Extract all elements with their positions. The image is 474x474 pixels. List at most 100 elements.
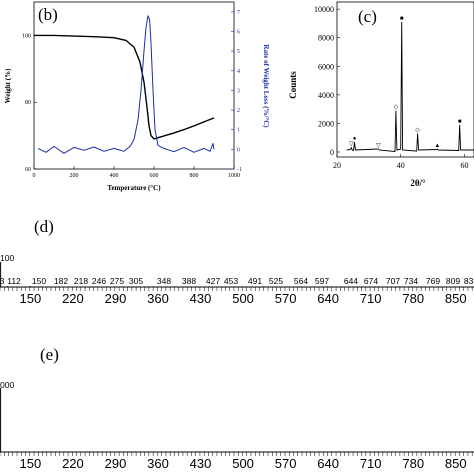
panel-d-x-axis: 150 220 290 360 430 500 570 640 710 780 850 (0, 287, 473, 306)
panel-d-peak-label: 525 (269, 276, 283, 286)
xrd-peak-marker: ◇ (394, 105, 399, 111)
panel-d-peak-label: 674 (364, 276, 378, 286)
panel-b-plot-frame (33, 1, 235, 170)
panel-d-x-tick-label: 430 (190, 291, 212, 306)
panel-d-peak-label: 427 (206, 276, 220, 286)
panel-e-x-tick-label: 220 (62, 456, 84, 471)
panel-b-y-right-tick-label: 7 (237, 10, 240, 16)
xrd-peak-marker: ● (353, 136, 357, 142)
panel-e-x-tick-label: 640 (317, 456, 339, 471)
xrd-peak-marker: ▲ (434, 143, 440, 149)
panel-d-peak-label: 734 (404, 276, 418, 286)
panel-e-top-label: 000 (0, 380, 14, 390)
panel-b-y-right-tick-label: 5 (237, 49, 240, 55)
panel-d-x-tick-label: 640 (317, 291, 339, 306)
weight-loss-rate-curve (37, 15, 215, 154)
panel-c-x-tick-label: 20 (333, 161, 341, 170)
panel-d-peak-labels: 3 112 150 182 218 246 275 305 348 388 427 453 491 525… (0, 276, 474, 286)
xrd-peak-marker: ◇ (415, 127, 420, 133)
panel-d-peak-label: 707 (386, 276, 400, 286)
panel-b-y-right-tick-label: 2 (237, 108, 240, 114)
panel-b-series (34, 15, 215, 154)
panel-b-x-axis: 0 200 400 600 800 1000 (33, 166, 240, 179)
panel-e-x-tick-label: 710 (360, 456, 382, 471)
panel-b: (b) 0 200 400 600 800 1000 60 80 100 -1 0 1 2 3 4 5 6 7… (4, 1, 270, 192)
panel-e-x-tick-label: 500 (232, 456, 254, 471)
panel-c-label: (c) (358, 7, 377, 26)
panel-b-x-tick-label: 400 (110, 173, 119, 179)
panel-d-peak-label: 305 (129, 276, 143, 286)
panel-d-peak-label: 769 (426, 276, 440, 286)
panel-d-peak-label: 453 (224, 276, 238, 286)
panel-d-x-tick-label: 290 (105, 291, 127, 306)
panel-d-x-tick-label: 710 (360, 291, 382, 306)
panel-e-x-tick-label: 780 (402, 456, 424, 471)
panel-d-x-tick-label: 850 (445, 291, 467, 306)
panel-e-x-tick-label: 850 (445, 456, 467, 471)
panel-b-y-left-tick-label: 80 (25, 100, 31, 106)
panel-d-x-tick-label: 150 (20, 291, 42, 306)
panel-d-x-tick-label: 220 (62, 291, 84, 306)
panel-e-x-tick-label: 570 (275, 456, 297, 471)
panel-d-peak-label: 275 (110, 276, 124, 286)
panel-c-y-tick-label: 10000 (314, 5, 334, 14)
panel-c-x-axis: 20 40 60 (333, 154, 468, 170)
panel-b-x-tick-label: 0 (33, 173, 36, 179)
panel-c-y-tick-label: 6000 (318, 62, 334, 71)
xrd-peak-marker: ■ (458, 119, 462, 125)
panel-b-y-axis-right: -1 0 1 2 3 4 5 6 7 (231, 10, 242, 173)
panel-e-label: (e) (40, 345, 59, 364)
xrd-peak-marker: ■ (400, 16, 404, 22)
panel-d-peak-label: 597 (315, 276, 329, 286)
panel-d-peak-label: 3 (0, 276, 5, 286)
panel-d-peak-label: 388 (182, 276, 196, 286)
panel-d-label: (d) (34, 217, 54, 236)
panel-d-peaks (0, 262, 31, 287)
panel-b-y-axis-left-title: Weight (%) (4, 68, 12, 103)
panel-b-x-axis-title: Temperature (°C) (107, 184, 161, 192)
panel-b-x-tick-label: 800 (190, 173, 199, 179)
panel-e-x-tick-label: 360 (147, 456, 169, 471)
panel-e: (e) 000 150 220 290 360 430 500 570 640 710 780 85… (0, 345, 474, 471)
panel-d: (d) 100 3 112 150 182 218 246 275 305 348 388 427 4… (0, 217, 474, 306)
panel-b-y-right-tick-label: 4 (237, 69, 240, 75)
panel-d-x-tick-label: 360 (147, 291, 169, 306)
panel-d-peak-label: 809 (446, 276, 460, 286)
panel-b-y-left-tick-label: 60 (25, 167, 31, 173)
panel-b-x-tick-label: 1000 (228, 173, 240, 179)
panel-c-y-axis-title: Counts (288, 71, 298, 99)
panel-c-x-tick-label: 40 (397, 161, 405, 170)
weight-curve (34, 34, 215, 140)
panel-b-y-right-tick-label: 6 (237, 29, 240, 35)
panel-b-label: (b) (38, 5, 58, 24)
panel-c-y-tick-label: 2000 (318, 119, 334, 128)
panel-b-x-tick-label: 600 (150, 173, 159, 179)
panel-c-y-axis: 0 2000 4000 6000 8000 10000 (314, 5, 340, 157)
panel-d-peak-label: 564 (294, 276, 308, 286)
panel-c-plot-frame (336, 1, 474, 158)
panel-d-top-label: 100 (0, 253, 14, 263)
panel-d-peak-label: 838 (464, 276, 474, 286)
panel-d-peak-label: 348 (157, 276, 171, 286)
panel-c-y-tick-label: 4000 (318, 91, 334, 100)
panel-e-x-tick-label: 150 (20, 456, 42, 471)
panel-d-peak-label: 246 (92, 276, 106, 286)
panel-b-x-tick-label: 200 (70, 173, 79, 179)
panel-b-y-axis-left: 60 80 100 (22, 33, 37, 173)
xrd-peak-marker: ▽ (376, 143, 381, 149)
panel-b-y-right-tick-label: 3 (237, 88, 240, 94)
panel-c-y-tick-label: 0 (330, 148, 334, 157)
panel-d-peak-label: 644 (344, 276, 358, 286)
panel-b-y-right-tick-label: -1 (237, 167, 242, 173)
panel-c-y-tick-label: 8000 (318, 34, 334, 43)
panel-d-x-tick-label: 780 (402, 291, 424, 306)
panel-e-x-tick-label: 430 (190, 456, 212, 471)
panel-d-peak-label: 150 (32, 276, 46, 286)
panel-b-y-right-tick-label: 0 (237, 147, 240, 153)
panel-e-x-tick-label: 290 (105, 456, 127, 471)
xrd-pattern (346, 21, 474, 152)
panel-b-y-left-tick-label: 100 (22, 33, 31, 39)
panel-d-peak-label: 112 (7, 276, 21, 286)
